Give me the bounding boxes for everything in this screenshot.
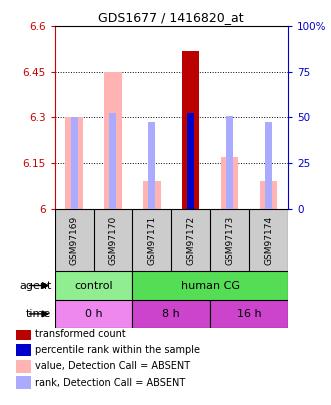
Bar: [221, 157, 238, 209]
Bar: [16, 327, 30, 340]
Text: value, Detection Call = ABSENT: value, Detection Call = ABSENT: [35, 361, 190, 371]
Text: rank, Detection Call = ABSENT: rank, Detection Call = ABSENT: [35, 377, 186, 388]
Bar: [65, 117, 83, 209]
Bar: [16, 343, 30, 356]
Text: GSM97170: GSM97170: [109, 215, 118, 264]
Bar: [260, 181, 277, 209]
Text: 8 h: 8 h: [163, 309, 180, 319]
Bar: [265, 122, 272, 209]
Bar: [132, 300, 210, 328]
Bar: [16, 376, 30, 389]
Text: agent: agent: [19, 281, 51, 290]
Text: human CG: human CG: [181, 281, 240, 290]
Text: GSM97169: GSM97169: [70, 215, 78, 264]
Bar: [16, 360, 30, 373]
Bar: [110, 113, 117, 209]
Bar: [55, 271, 132, 300]
Bar: [210, 300, 288, 328]
Title: GDS1677 / 1416820_at: GDS1677 / 1416820_at: [99, 11, 244, 24]
Text: 0 h: 0 h: [85, 309, 102, 319]
Bar: [148, 122, 155, 209]
Text: GSM97171: GSM97171: [147, 215, 156, 264]
Text: percentile rank within the sample: percentile rank within the sample: [35, 345, 200, 355]
Bar: [55, 300, 132, 328]
Text: GSM97174: GSM97174: [264, 215, 273, 264]
Bar: [71, 117, 77, 209]
Text: GSM97172: GSM97172: [186, 215, 195, 264]
Bar: [104, 72, 122, 209]
Bar: [182, 51, 200, 209]
Bar: [143, 181, 161, 209]
Text: transformed count: transformed count: [35, 328, 126, 339]
Text: time: time: [26, 309, 51, 319]
Bar: [132, 271, 288, 300]
Text: control: control: [74, 281, 113, 290]
Text: GSM97173: GSM97173: [225, 215, 234, 264]
Bar: [226, 116, 233, 209]
Bar: [187, 113, 194, 209]
Text: 16 h: 16 h: [237, 309, 261, 319]
